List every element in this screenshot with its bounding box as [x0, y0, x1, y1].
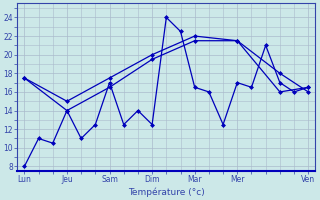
X-axis label: Température (°c): Température (°c) — [128, 187, 205, 197]
